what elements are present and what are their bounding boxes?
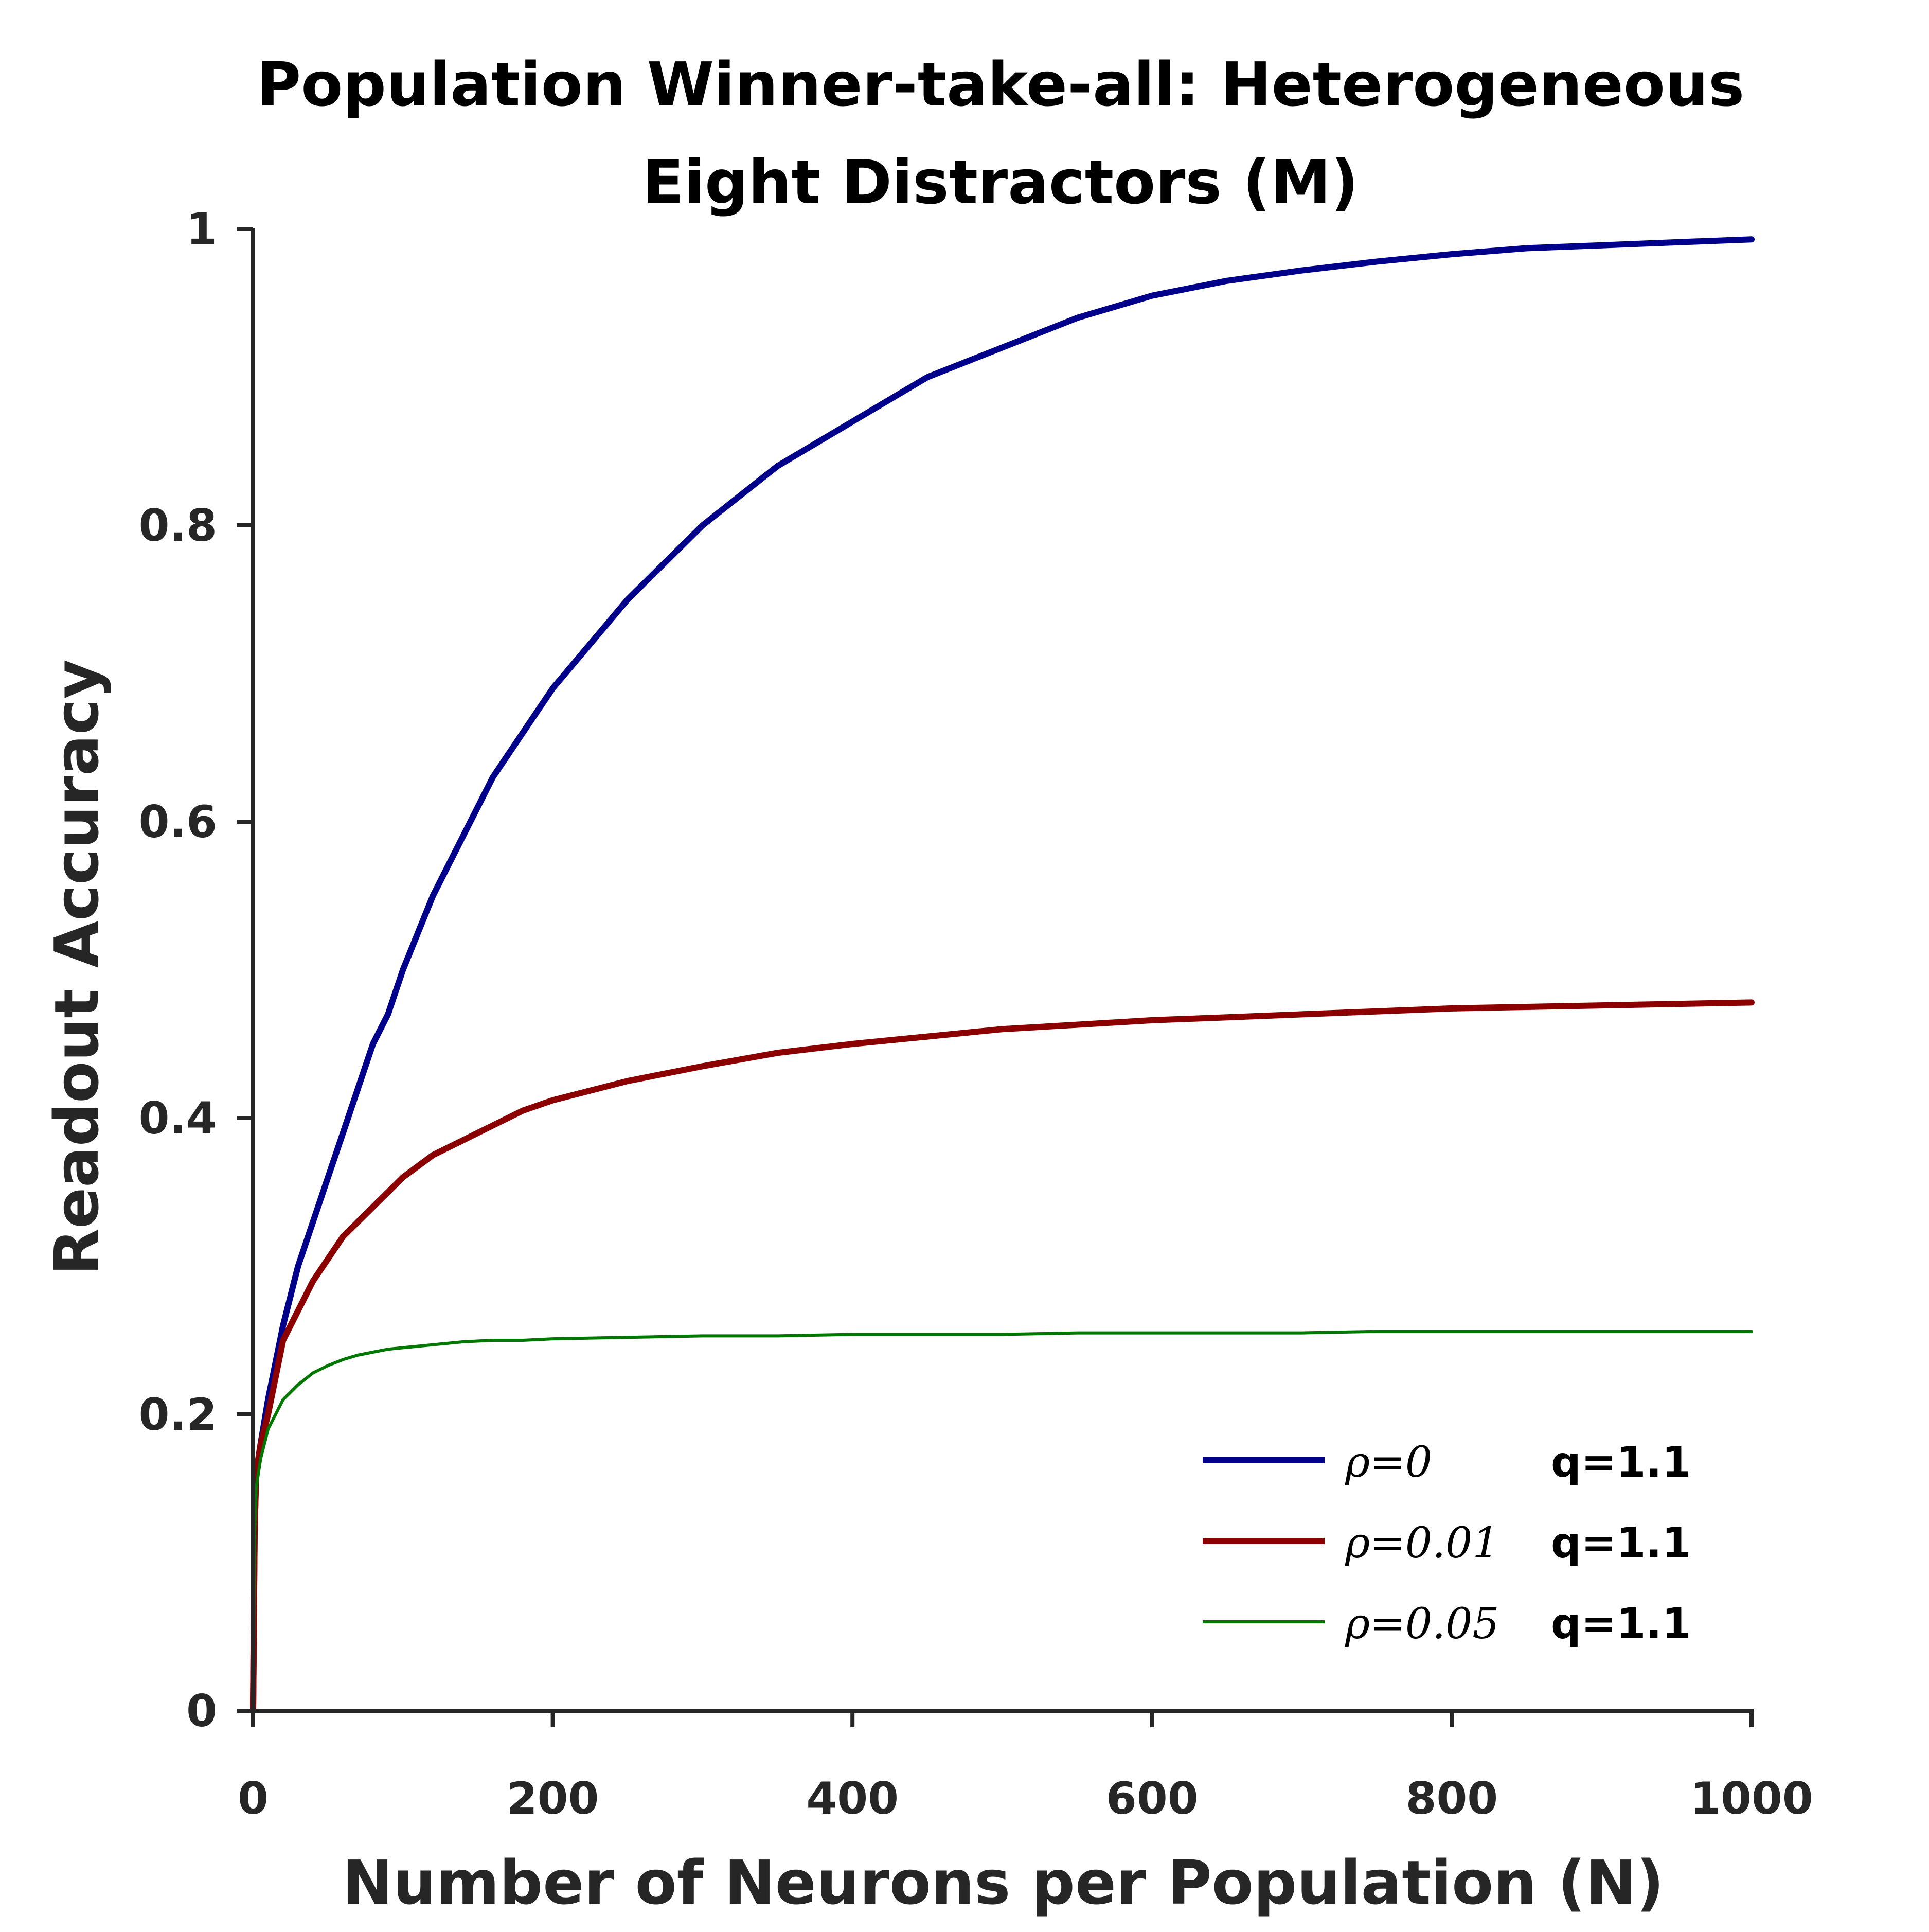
series-line-2 [250, 999, 1755, 1714]
chart-title-line-2: Eight Distractors (M) [642, 147, 1359, 218]
y-tick-label-1: 0.2 [139, 1389, 217, 1441]
series-line-1 [250, 236, 1755, 1714]
y-tick-label-2: 0.4 [139, 1093, 217, 1144]
legend-label-series-1: ρ=0 [1345, 1438, 1432, 1487]
x-tick-label-5: 1000 [1690, 1773, 1813, 1824]
x-tick-label-4: 800 [1406, 1773, 1498, 1824]
legend-label-series-3: ρ=0.05 [1345, 1600, 1499, 1649]
x-tick-label-2: 400 [806, 1773, 899, 1824]
x-tick-label-3: 600 [1106, 1773, 1199, 1824]
chart-title-line-1: Population Winner-take-all: Heterogeneou… [257, 49, 1744, 120]
ticks-group: 0 200 400 600 800 1000 0 0.2 0.4 0.6 0.8 1 [139, 204, 1813, 1824]
x-axis-label: Number of Neurons per Population (N) [342, 1847, 1664, 1918]
x-tick-label-1: 200 [507, 1773, 599, 1824]
y-axis-label: Readout Accuracy [41, 659, 112, 1275]
legend-label-series-2: ρ=0.01 [1345, 1519, 1499, 1568]
y-tick-label-3: 0.6 [139, 796, 217, 848]
y-tick-label-4: 0.8 [139, 500, 217, 552]
legend-q-series-3: q=1.1 [1551, 1600, 1691, 1649]
axes-group [251, 228, 1754, 1713]
series-group [250, 236, 1755, 1714]
x-tick-label-0: 0 [238, 1773, 269, 1824]
legend-q-series-1: q=1.1 [1551, 1438, 1691, 1487]
series-line-3 [252, 1330, 1753, 1712]
legend-q-series-2: q=1.1 [1551, 1519, 1691, 1568]
legend: ρ=0 q=1.1 ρ=0.01 q=1.1 ρ=0.05 q=1.1 [1203, 1438, 1691, 1649]
y-tick-label-5: 1 [186, 204, 217, 255]
y-tick-label-0: 0 [186, 1686, 217, 1737]
